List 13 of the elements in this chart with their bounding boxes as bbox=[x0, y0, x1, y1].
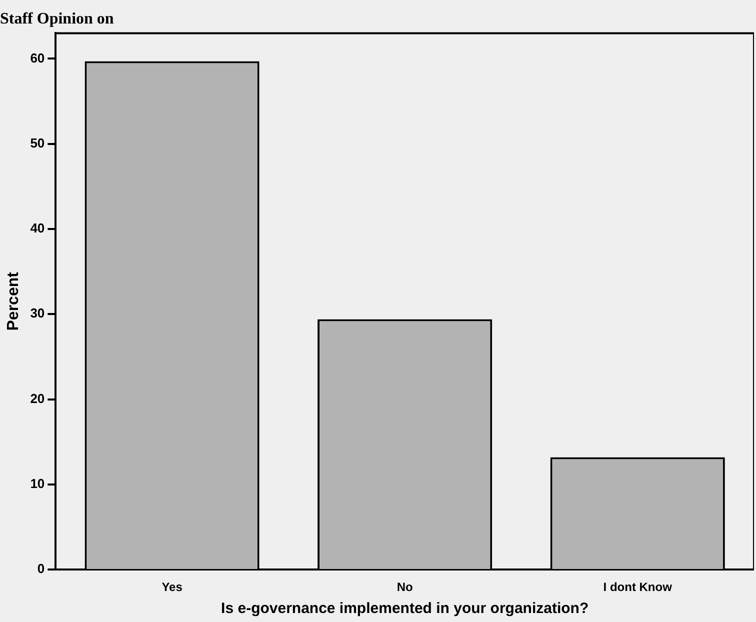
y-tick-label: 30 bbox=[30, 306, 45, 321]
y-tick-label: 10 bbox=[30, 476, 45, 492]
y-tick-label: 60 bbox=[30, 50, 45, 66]
y-tick-label: 40 bbox=[30, 220, 45, 236]
x-tick-label: I dont Know bbox=[603, 580, 673, 594]
y-tick-label: 0 bbox=[37, 561, 45, 576]
chart-title: Staff Opinion on bbox=[0, 10, 114, 28]
y-axis-title: Percent bbox=[5, 271, 22, 331]
y-tick-label: 50 bbox=[30, 135, 45, 150]
x-tick-label: Yes bbox=[162, 580, 183, 594]
x-axis-title: Is e-governance implemented in your organization? bbox=[221, 600, 589, 618]
y-tick-label: 20 bbox=[30, 390, 45, 406]
x-tick-label: No bbox=[396, 580, 413, 594]
